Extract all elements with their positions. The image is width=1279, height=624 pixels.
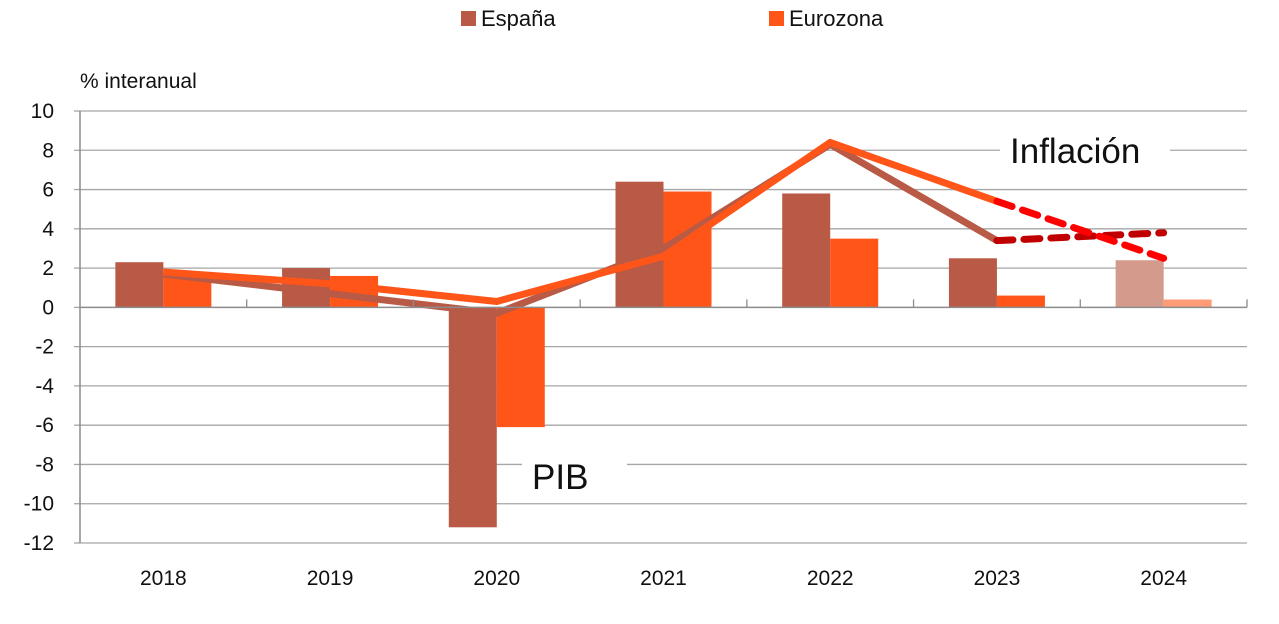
annotation-bg-inflacion [1000, 128, 1170, 174]
bar-espaa-2021 [615, 181, 664, 308]
annotation-pib: PIB [532, 458, 588, 497]
y-axis-ticks: 10 8 6 4 2 0 -2 -4 -6 -8 -10 -12 [24, 100, 80, 555]
bar-eurozona-2023 [996, 295, 1045, 308]
y-tick-label: 10 [31, 100, 54, 123]
x-tick-label: 2018 [140, 567, 187, 590]
annotation-bg-pib [522, 450, 627, 502]
line-inflacion-forecast-eurozona [993, 197, 1168, 262]
legend-label-espana: España [481, 6, 556, 31]
bar-eurozona-2020 [496, 307, 545, 428]
y-tick-label: 4 [42, 218, 54, 241]
line-inflacion-forecast-espaa [993, 229, 1168, 245]
x-tick-label: 2022 [807, 567, 854, 590]
y-tick-label: -6 [35, 414, 54, 437]
legend: España Eurozona [461, 6, 884, 31]
y-tick-label: -12 [24, 532, 54, 555]
bar-eurozona-2024 [1163, 299, 1212, 308]
legend-swatch-eurozona [769, 11, 784, 26]
x-tick-label: 2023 [974, 567, 1021, 590]
axes [79, 111, 1248, 543]
x-tick-label: 2021 [640, 567, 687, 590]
lines [162, 138, 1168, 317]
bar-espaa-2020 [448, 307, 497, 528]
line-inflacion-eurozona [163, 138, 999, 305]
y-tick-label: -4 [35, 375, 54, 398]
bar-eurozona-2022 [830, 238, 879, 308]
y-tick-label: 0 [42, 296, 54, 319]
bars [115, 181, 1212, 528]
x-tick-label: 2019 [307, 567, 354, 590]
x-tick-label: 2024 [1140, 567, 1187, 590]
y-tick-label: -8 [35, 453, 54, 476]
legend-label-eurozona: Eurozona [789, 6, 884, 31]
bar-espaa-2023 [948, 258, 997, 308]
annotation-inflacion: Inflación [1010, 132, 1140, 171]
y-tick-label: 2 [42, 257, 54, 280]
y-tick-label: 8 [42, 139, 54, 162]
bar-espaa-2024 [1115, 260, 1164, 308]
x-axis-ticks: 2018 2019 2020 2021 2022 2023 2024 [140, 567, 1187, 590]
bar-espaa-2018 [115, 262, 164, 308]
legend-swatch-espana [461, 11, 476, 26]
y-tick-label: 6 [42, 179, 54, 202]
gridlines [80, 110, 1247, 544]
x-tick-label: 2020 [473, 567, 520, 590]
y-axis-label: % interanual [80, 70, 197, 93]
bar-espaa-2022 [782, 193, 831, 308]
y-tick-label: -2 [35, 336, 54, 359]
y-tick-label: -10 [24, 493, 54, 516]
